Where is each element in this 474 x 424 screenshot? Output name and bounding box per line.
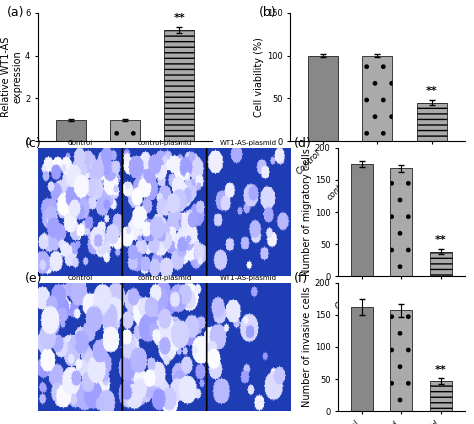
Bar [430, 252, 452, 276]
Y-axis label: Relative WT1-AS
expression: Relative WT1-AS expression [0, 37, 22, 117]
Text: Control: Control [67, 140, 93, 146]
Text: control-plasmid: control-plasmid [137, 276, 191, 282]
Bar [430, 381, 452, 411]
Bar [351, 164, 373, 276]
Text: **: ** [435, 365, 447, 375]
Bar [308, 56, 338, 141]
Bar [417, 103, 447, 141]
Bar [363, 56, 392, 141]
Y-axis label: Cell viability (%): Cell viability (%) [254, 37, 264, 117]
Text: (b): (b) [259, 6, 277, 19]
Text: (e): (e) [25, 273, 43, 285]
Text: **: ** [426, 86, 438, 96]
Text: **: ** [173, 13, 185, 23]
Text: (a): (a) [7, 6, 24, 19]
Text: Control: Control [67, 276, 93, 282]
Text: WT1-AS-plasmid: WT1-AS-plasmid [220, 140, 277, 146]
Text: (f): (f) [294, 273, 308, 285]
Text: control-plasmid: control-plasmid [137, 140, 191, 146]
Bar [391, 168, 412, 276]
Text: (d): (d) [294, 137, 311, 151]
Bar [391, 310, 412, 411]
Text: **: ** [435, 235, 447, 245]
Y-axis label: Number of invasive cells: Number of invasive cells [302, 287, 312, 407]
Bar [351, 307, 373, 411]
Bar [164, 30, 194, 141]
Y-axis label: Number of migratory cells: Number of migratory cells [302, 148, 312, 276]
Text: (c): (c) [25, 137, 42, 151]
Text: WT1-AS-plasmid: WT1-AS-plasmid [220, 276, 277, 282]
Bar [55, 120, 85, 141]
Bar [110, 120, 140, 141]
